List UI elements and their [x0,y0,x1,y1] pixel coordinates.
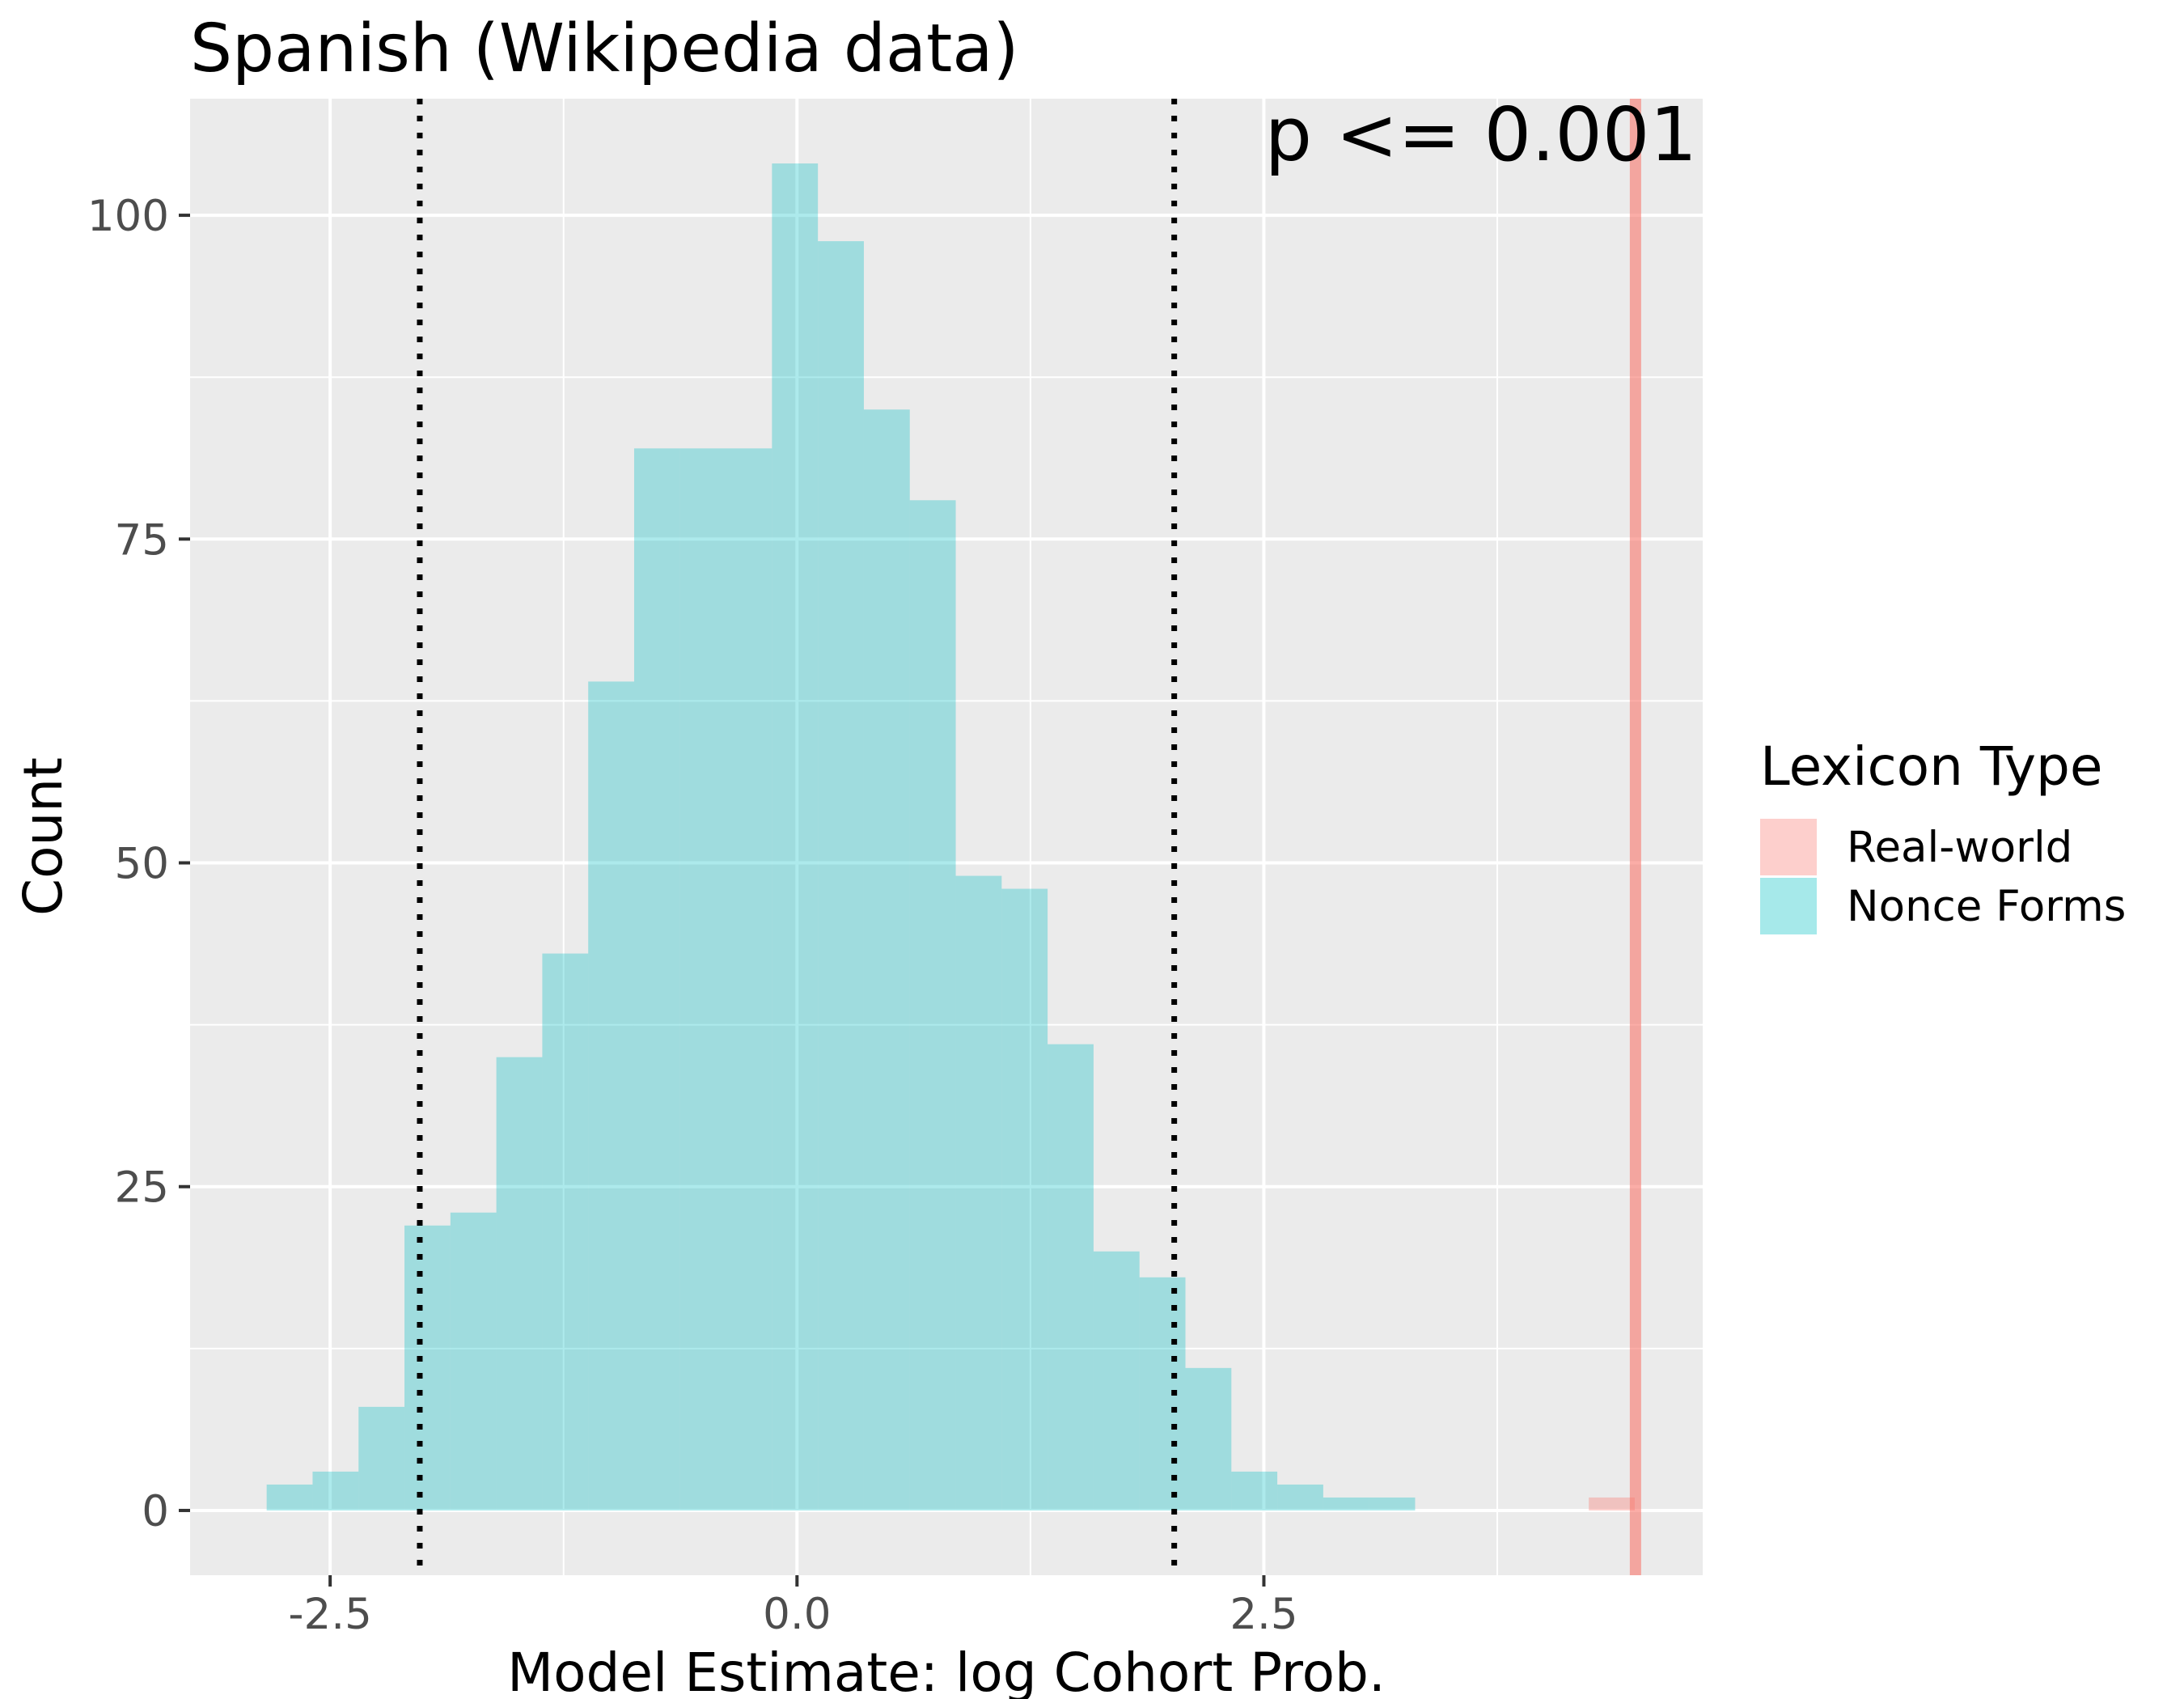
reference-lines [417,99,1641,1575]
p-value-annotation: p <= 0.001 [1265,91,1697,178]
histogram-bar [955,875,1002,1510]
legend-key-swatch [1760,819,1817,875]
plot-panel [190,99,1703,1575]
x-axis: -2.5 0.0 2.5 [288,1575,1298,1639]
histogram-bar [450,1212,497,1510]
y-axis-title: Count [12,757,74,916]
histogram-bar [266,1484,313,1510]
x-tick-label: 0.0 [763,1590,831,1639]
histogram-bar [909,500,956,1510]
y-axis: 0 25 50 75 100 [87,192,190,1536]
major-gridlines [190,99,1703,1575]
histogram-bar [1369,1497,1416,1510]
legend-item-label: Real-world [1847,823,2072,872]
x-tick-label: -2.5 [288,1590,371,1639]
histogram-bar [358,1406,405,1510]
histogram-bar [1001,888,1048,1510]
chart-title: Spanish (Wikipedia data) [190,11,1019,87]
histogram-bar [772,163,819,1510]
y-tick-label: 0 [142,1487,169,1536]
histogram-bar [404,1225,451,1510]
histogram-bar [312,1471,359,1510]
histogram-bar [1277,1484,1323,1510]
histogram-bar [1231,1471,1278,1510]
histogram-bar [1093,1251,1140,1510]
histogram-bar [633,448,680,1510]
histogram-bar [726,448,772,1510]
histogram-bar [1323,1497,1369,1510]
histogram-bar [588,681,634,1510]
histogram-bar [496,1057,543,1510]
histogram-bar [863,409,910,1510]
y-tick-label: 50 [115,840,169,889]
histogram-bar [679,448,726,1510]
y-tick-label: 75 [115,515,169,565]
histogram-bars [266,163,1635,1510]
x-tick-label: 2.5 [1230,1590,1297,1639]
minor-gridlines [190,99,1703,1575]
legend-key-swatch [1760,878,1817,934]
y-tick-label: 25 [115,1163,169,1213]
legend-item-label: Nonce Forms [1847,882,2126,931]
x-axis-title: Model Estimate: log Cohort Prob. [507,1642,1386,1699]
y-tick-label: 100 [87,192,169,241]
legend-items: Real-world Nonce Forms [1760,819,2126,934]
histogram-bar [542,953,589,1510]
histogram-bar [1589,1497,1635,1510]
histogram-bar [818,241,864,1510]
legend: Lexicon Type Real-world Nonce Forms [1760,735,2126,934]
histogram-bar [1185,1367,1232,1510]
legend-title: Lexicon Type [1760,735,2103,798]
histogram-bar [1048,1044,1094,1510]
histogram-bar [1139,1277,1186,1510]
